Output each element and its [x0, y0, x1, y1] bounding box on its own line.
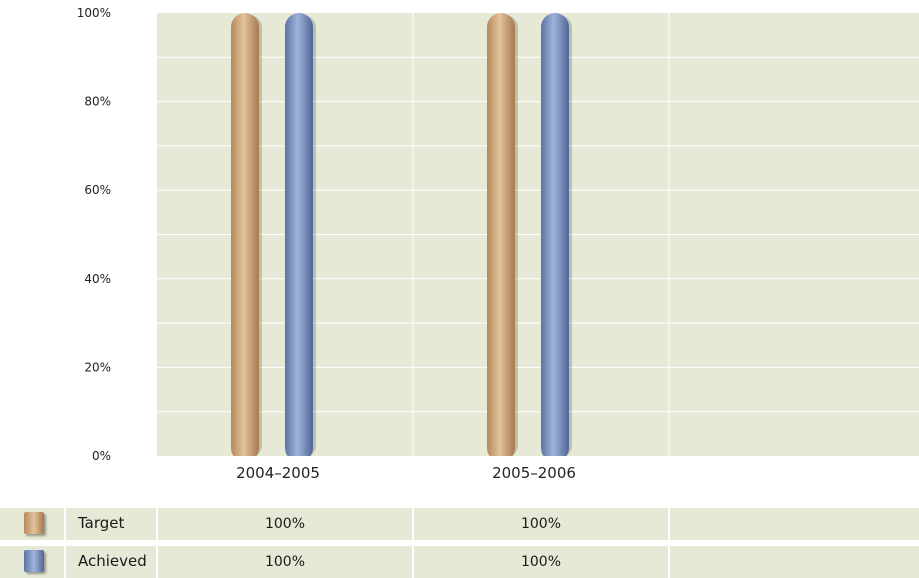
bar-chart: 0% 20% 40% 60% 80% 100% 2004–2005 2005–2006 — [77, 6, 919, 482]
table-cell: 100% — [414, 508, 668, 540]
legend-swatch-cell — [0, 546, 64, 578]
legend-swatch-cell — [0, 508, 64, 540]
y-tick-label: 20% — [84, 360, 111, 374]
table-row-achieved: Achieved 100% 100% — [0, 546, 919, 578]
table-cell: 100% — [158, 508, 412, 540]
legend-swatch-target — [24, 512, 44, 534]
y-axis-ticks: 0% 20% 40% 60% 80% 100% — [77, 6, 111, 463]
y-tick-label: 100% — [77, 6, 111, 20]
bar-target — [487, 13, 518, 462]
table-cell: 100% — [158, 546, 412, 578]
x-tick-label: 2005–2006 — [492, 464, 576, 482]
y-tick-label: 60% — [84, 183, 111, 197]
bars — [157, 13, 919, 466]
bar-achieved — [285, 13, 316, 462]
series-label-achieved: Achieved — [66, 546, 156, 578]
x-tick-label: 2004–2005 — [236, 464, 320, 482]
table-cell: 100% — [414, 546, 668, 578]
series-label-target: Target — [66, 508, 156, 540]
y-tick-label: 0% — [92, 449, 111, 463]
table-cell — [670, 508, 919, 540]
legend-swatch-achieved — [24, 550, 44, 572]
x-axis-ticks: 2004–2005 2005–2006 — [236, 464, 576, 482]
table-cell — [670, 546, 919, 578]
y-tick-label: 40% — [84, 272, 111, 286]
bar-achieved — [541, 13, 572, 462]
baseline-cover — [157, 456, 919, 466]
bar-target — [231, 13, 262, 462]
gridlines — [157, 13, 919, 456]
table-row-target: Target 100% 100% — [0, 508, 919, 540]
y-tick-label: 80% — [84, 95, 111, 109]
